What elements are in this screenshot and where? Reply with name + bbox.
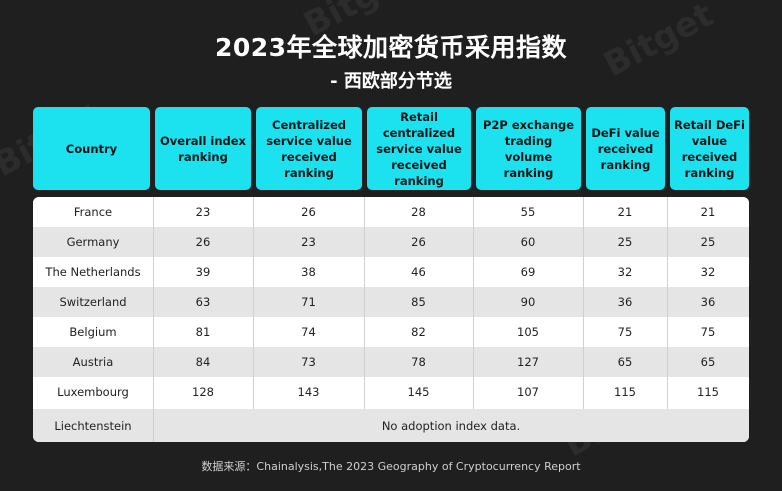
country-cell: Switzerland <box>59 295 127 309</box>
value-cell: 143 <box>297 385 320 399</box>
table-row: Luxembourg 128 143 145 107 115 115 <box>33 377 749 407</box>
no-data-note: No adoption index data. <box>153 409 749 442</box>
page-subtitle: - 西欧部分节选 <box>330 71 452 92</box>
value-cell: 128 <box>192 385 214 399</box>
value-cell: 32 <box>700 265 716 279</box>
value-cell: 105 <box>517 325 539 339</box>
column-divider <box>667 197 668 409</box>
country-cell: The Netherlands <box>45 265 141 279</box>
country-cell: Luxembourg <box>57 385 129 399</box>
table-row: Austria 84 73 78 127 65 65 <box>33 347 749 377</box>
value-cell: 74 <box>301 325 316 339</box>
value-cell: 46 <box>411 265 426 279</box>
page-title: 2023年全球加密货币采用指数 <box>214 33 568 62</box>
data-source: 数据来源：Chainalysis,The 2023 Geography of C… <box>201 460 581 473</box>
value-cell: 63 <box>195 295 211 309</box>
value-cell: 21 <box>617 205 633 219</box>
column-divider <box>473 197 474 409</box>
value-cell: 71 <box>301 295 316 309</box>
table-body: France 23 26 28 55 21 21 Germany 26 23 2… <box>33 197 749 442</box>
value-cell: 75 <box>700 325 716 339</box>
header-p2p-exchange: P2P exchange trading volume ranking <box>476 107 581 190</box>
table-row: The Netherlands 39 38 46 69 32 32 <box>33 257 749 287</box>
value-cell: 107 <box>517 385 539 399</box>
value-cell: 28 <box>411 205 426 219</box>
value-cell: 36 <box>617 295 633 309</box>
value-cell: 115 <box>614 385 636 399</box>
header-country: Country <box>33 107 150 190</box>
value-cell: 90 <box>520 295 536 309</box>
value-cell: 65 <box>617 355 633 369</box>
value-cell: 85 <box>411 295 426 309</box>
value-cell: 75 <box>617 325 633 339</box>
table-row: France 23 26 28 55 21 21 <box>33 197 749 227</box>
value-cell: 60 <box>520 235 536 249</box>
country-cell: Belgium <box>69 325 117 339</box>
value-cell: 21 <box>700 205 716 219</box>
value-cell: 115 <box>697 385 719 399</box>
value-cell: 23 <box>195 205 211 219</box>
header-retail-defi: Retail DeFi value received ranking <box>670 107 749 190</box>
value-cell: 25 <box>700 235 716 249</box>
column-divider <box>364 197 365 409</box>
country-cell: Germany <box>66 235 120 249</box>
value-cell: 73 <box>301 355 316 369</box>
value-cell: 145 <box>407 385 430 399</box>
header-overall-index: Overall index ranking <box>155 107 251 190</box>
country-cell: Liechtenstein <box>54 418 132 433</box>
value-cell: 26 <box>411 235 426 249</box>
table-row: Switzerland 63 71 85 90 36 36 <box>33 287 749 317</box>
header-centralized-service: Centralized service value received ranki… <box>256 107 362 190</box>
column-divider <box>153 197 154 442</box>
value-cell: 78 <box>411 355 426 369</box>
value-cell: 23 <box>301 235 316 249</box>
country-cell: France <box>73 205 113 219</box>
value-cell: 26 <box>195 235 211 249</box>
table-row: Liechtenstein No adoption index data. <box>33 409 749 442</box>
value-cell: 26 <box>301 205 316 219</box>
table-row: Germany 26 23 26 60 25 25 <box>33 227 749 257</box>
value-cell: 84 <box>195 355 211 369</box>
value-cell: 81 <box>195 325 211 339</box>
value-cell: 127 <box>517 355 539 369</box>
value-cell: 36 <box>700 295 716 309</box>
value-cell: 65 <box>700 355 716 369</box>
value-cell: 55 <box>520 205 536 219</box>
column-divider <box>253 197 254 409</box>
value-cell: 82 <box>411 325 426 339</box>
value-cell: 38 <box>301 265 316 279</box>
country-cell: Austria <box>72 355 114 369</box>
value-cell: 32 <box>617 265 633 279</box>
column-divider <box>583 197 584 409</box>
value-cell: 69 <box>520 265 536 279</box>
header-defi-value: DeFi value received ranking <box>586 107 665 190</box>
value-cell: 39 <box>195 265 211 279</box>
table-row: Belgium 81 74 82 105 75 75 <box>33 317 749 347</box>
header-retail-centralized: Retail centralized service value receive… <box>367 107 471 190</box>
value-cell: 25 <box>617 235 633 249</box>
